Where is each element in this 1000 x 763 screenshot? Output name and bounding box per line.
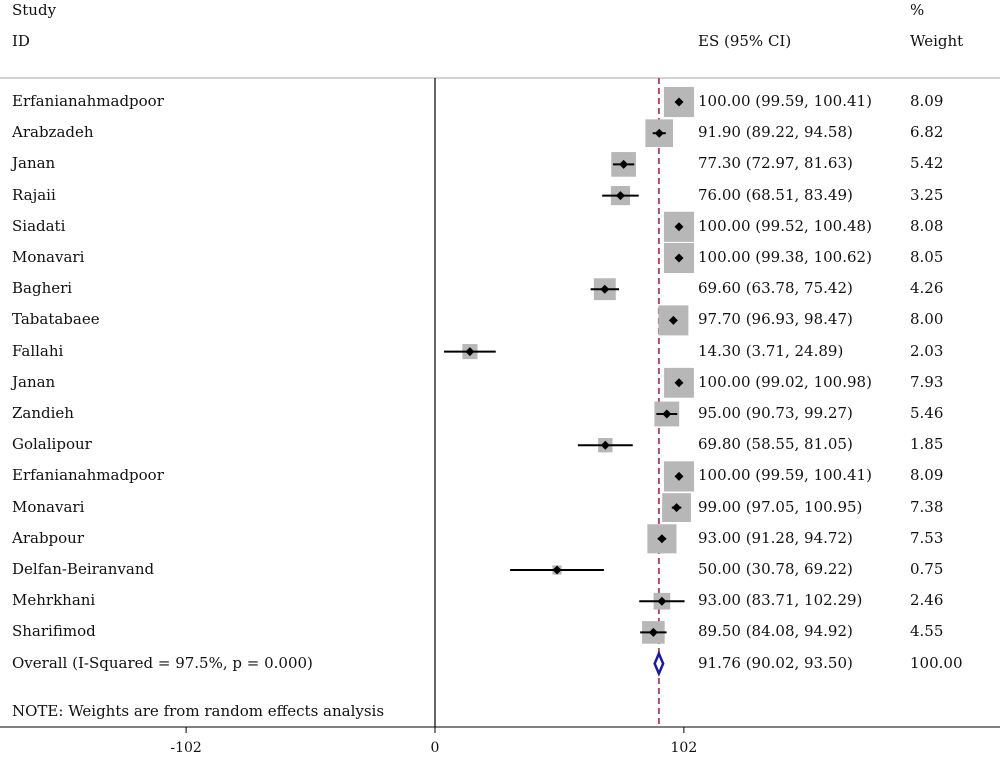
study-name: Janan [12,154,56,173]
es-ci-value: 97.70 (96.93, 98.47) [698,310,853,329]
study-name: Erfanianahmadpoor [12,92,164,110]
point-estimate [552,565,562,575]
es-ci-value: 100.00 (99.02, 100.98) [698,372,872,391]
es-ci-value: 69.60 (63.78, 75.42) [698,279,853,298]
weight-value: 5.42 [910,154,944,173]
point-estimate [657,534,667,544]
point-estimate [619,159,629,169]
point-estimate [654,128,664,138]
point-estimate [657,596,667,606]
note-text: NOTE: Weights are from random effects an… [12,702,385,720]
study-name: Monavari [12,497,85,516]
es-ci-value: 77.30 (72.97, 81.63) [698,154,853,173]
es-ci-value: 100.00 (99.59, 100.41) [698,92,872,110]
es-ci-value: 99.00 (97.05, 100.95) [698,497,863,516]
es-ci-value: 76.00 (68.51, 83.49) [698,185,853,204]
overall-es-ci-value: 91.76 (90.02, 93.50) [698,653,853,672]
es-ci-value: 89.50 (84.08, 94.92) [698,622,853,641]
x-tick-label: -102 [170,740,201,756]
weight-value: 2.46 [910,591,944,610]
es-ci-value: 69.80 (58.55, 81.05) [698,435,853,454]
point-estimate [668,315,678,325]
percent-header: % [910,1,925,19]
weight-value: 4.55 [910,622,944,641]
study-name: Fallahi [12,341,64,360]
study-name: Sharifimod [12,622,96,641]
es-ci-value: 93.00 (91.28, 94.72) [698,528,853,547]
es-ci-value: 100.00 (99.59, 100.41) [698,466,872,485]
point-estimate [674,471,684,481]
weight-value: 8.09 [910,466,944,485]
weight-value: 8.05 [910,248,944,266]
es-ci-value: 100.00 (99.52, 100.48) [698,216,872,235]
es-ci-header: ES (95% CI) [698,32,792,50]
point-estimate [672,503,682,513]
study-name: Arabpour [12,528,85,547]
point-estimate [465,347,475,357]
point-estimate [648,627,658,637]
study-name: Bagheri [12,279,73,298]
point-estimate [600,440,610,450]
es-ci-value: 100.00 (99.38, 100.62) [698,248,872,266]
point-estimate [674,97,684,107]
es-ci-value: 95.00 (90.73, 99.27) [698,404,853,422]
weight-header: Weight [910,32,964,50]
weight-value: 4.26 [910,279,944,298]
study-name: Monavari [12,248,85,266]
study-name: Erfanianahmadpoor [12,466,164,485]
overall-label: Overall (I-Squared = 97.5%, p = 0.000) [12,653,313,672]
weight-value: 7.53 [910,528,944,547]
point-estimate [600,284,610,294]
point-estimate [662,409,672,419]
weight-value: 3.25 [910,185,944,204]
weight-value: 8.00 [910,310,944,329]
weight-value: 6.82 [910,123,944,142]
es-ci-value: 93.00 (83.71, 102.29) [698,591,863,610]
overall-weight-value: 100.00 [910,653,963,672]
weight-value: 5.46 [910,404,944,422]
study-name: Arabzadeh [12,123,94,142]
study-name: Janan [12,372,56,391]
es-ci-value: 50.00 (30.78, 69.22) [698,560,853,578]
study-name: Zandieh [12,404,74,422]
weight-value: 0.75 [910,560,944,578]
weight-value: 8.09 [910,92,944,110]
weight-value: 7.38 [910,497,944,516]
x-tick-label: 0 [431,740,440,756]
study-name: Golalipour [12,435,92,454]
weight-value: 8.08 [910,216,944,235]
id-header: ID [12,32,30,50]
point-estimate [674,378,684,388]
es-ci-value: 91.90 (89.22, 94.58) [698,123,853,142]
study-header: Study [12,1,57,19]
study-name: Rajaii [12,185,56,204]
point-estimate [674,222,684,232]
x-tick-label: 102 [671,740,698,756]
study-name: Delfan-Beiranvand [12,560,155,578]
study-name: Tabatabaee [12,310,100,329]
point-estimate [674,253,684,263]
study-name: Mehrkhani [12,591,96,610]
weight-value: 1.85 [910,435,944,454]
weight-value: 2.03 [910,341,944,360]
point-estimate [615,191,625,201]
study-name: Siadati [12,216,66,235]
weight-value: 7.93 [910,372,944,391]
es-ci-value: 14.30 (3.71, 24.89) [698,341,844,360]
overall-diamond [653,650,665,677]
